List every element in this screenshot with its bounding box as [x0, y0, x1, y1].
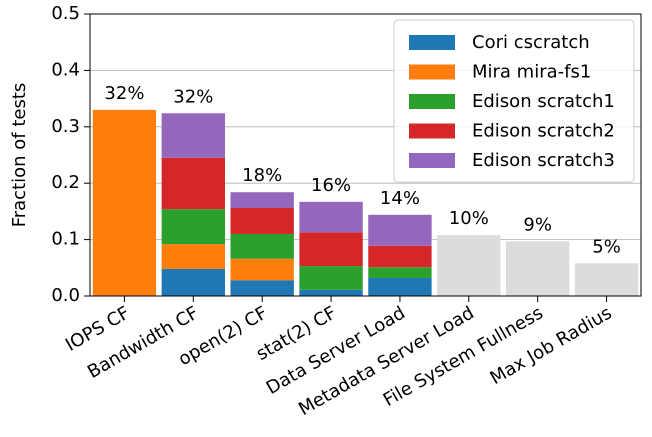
y-tick-label: 0.0: [51, 285, 80, 306]
bar-label: 14%: [380, 188, 420, 209]
legend-label: Edison scratch1: [472, 91, 615, 112]
y-tick-label: 0.4: [51, 59, 80, 80]
legend-label: Mira mira-fs1: [472, 62, 591, 83]
bar-label: 16%: [311, 175, 351, 196]
legend-swatch: [409, 35, 455, 50]
bar: [574, 263, 639, 296]
bar: [437, 235, 501, 296]
bar-segment: [92, 109, 157, 296]
bar-segment: [161, 268, 225, 296]
y-tick-label: 0.2: [51, 172, 80, 193]
y-tick-label: 0.3: [51, 116, 80, 137]
bar-label: 9%: [523, 214, 552, 235]
bar-label: 32%: [173, 86, 213, 107]
bar-segment: [299, 232, 363, 267]
y-tick-label: 0.1: [51, 229, 80, 250]
bar-segment: [368, 277, 432, 296]
bar-label: 18%: [242, 165, 282, 186]
bar-segment: [299, 266, 363, 290]
bar-segment: [299, 289, 363, 296]
bar-segment: [161, 113, 225, 158]
legend-label: Edison scratch3: [472, 150, 615, 171]
legend-swatch: [409, 94, 455, 109]
bar-segment: [368, 267, 432, 278]
legend-swatch: [409, 153, 455, 168]
bar-segment: [299, 201, 363, 233]
bar-segment: [161, 209, 225, 245]
legend-label: Edison scratch2: [472, 121, 615, 142]
y-axis-label: Fraction of tests: [9, 83, 30, 228]
plot-frame: [89, 13, 642, 297]
legend-box: [393, 19, 635, 183]
bar-segment: [230, 192, 294, 209]
bar-segment: [161, 244, 225, 269]
bar: [506, 241, 570, 296]
bar-segment: [368, 214, 432, 246]
bar-segment: [368, 245, 432, 268]
bar-segment: [230, 258, 294, 281]
legend-swatch: [409, 123, 455, 139]
bar-segment: [230, 208, 294, 234]
bar-segment: [230, 233, 294, 259]
y-tick-label: 0.5: [51, 3, 80, 24]
bar-segment: [161, 157, 225, 210]
bar-label: 32%: [104, 83, 144, 104]
bar-label: 5%: [592, 236, 621, 257]
legend-swatch: [409, 64, 455, 80]
x-tick-label: Max Job Radius: [487, 302, 616, 389]
legend-label: Cori cscratch: [472, 32, 590, 53]
bar-segment: [230, 280, 294, 296]
bar-label: 10%: [449, 208, 489, 229]
